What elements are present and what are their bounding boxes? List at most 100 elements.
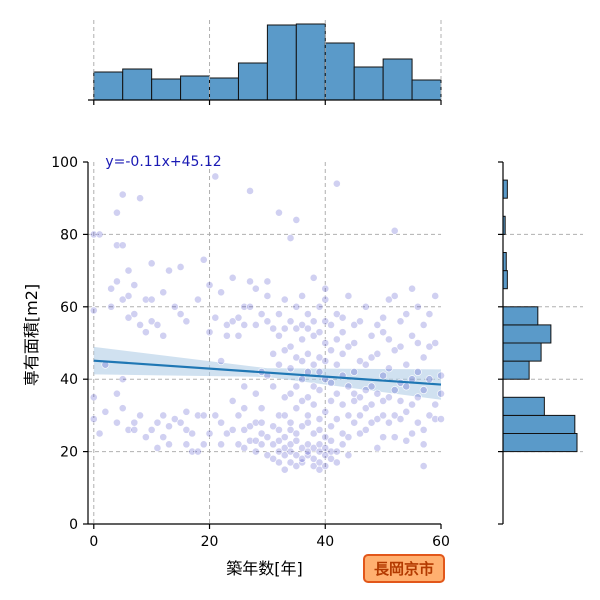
scatter-point xyxy=(292,462,301,470)
scatter-point xyxy=(159,433,168,442)
scatter-point xyxy=(327,422,335,431)
scatter-point xyxy=(390,346,399,355)
scatter-point xyxy=(379,328,388,337)
scatter-point xyxy=(385,364,393,373)
scatter-point xyxy=(228,273,237,282)
scatter-point xyxy=(246,422,254,431)
scatter-point xyxy=(176,418,185,427)
scatter-point xyxy=(153,418,162,427)
scatter-point xyxy=(298,422,307,431)
scatter-point xyxy=(419,386,428,394)
scatter-point xyxy=(344,382,353,391)
scatter-point xyxy=(315,458,324,467)
scatter-point xyxy=(275,425,283,434)
scatter-point xyxy=(361,425,370,434)
scatter-point xyxy=(431,339,440,347)
y-tick-label: 60 xyxy=(60,300,78,316)
x-hist-bar xyxy=(295,23,326,101)
scatter-point xyxy=(315,328,324,337)
scatter-point xyxy=(124,266,133,275)
scatter-point xyxy=(379,397,388,405)
scatter-point xyxy=(309,444,318,452)
scatter-point xyxy=(425,375,434,384)
scatter-point xyxy=(141,433,150,442)
x-hist-bar xyxy=(93,71,124,101)
scatter-point xyxy=(211,411,220,420)
scatter-point xyxy=(194,411,202,420)
y-hist-bar xyxy=(502,179,508,199)
scatter-point xyxy=(292,353,301,362)
scatter-point xyxy=(113,418,121,427)
scatter-point xyxy=(385,393,393,402)
scatter-point xyxy=(321,433,330,442)
scatter-point xyxy=(419,320,428,329)
scatter-point xyxy=(194,295,202,304)
x-hist-bar xyxy=(209,77,239,101)
scatter-point xyxy=(298,397,307,405)
scatter-point xyxy=(350,368,359,376)
scatter-point xyxy=(269,382,278,391)
x-hist-bar xyxy=(411,79,442,101)
scatter-point xyxy=(402,382,411,391)
scatter-point xyxy=(217,418,225,427)
y-hist-bar xyxy=(502,396,545,416)
scatter-point xyxy=(321,407,330,416)
scatter-point xyxy=(118,375,127,384)
scatter-point xyxy=(321,295,330,304)
scatter-point xyxy=(234,411,243,420)
x-hist-bar xyxy=(180,75,211,101)
scatter-point xyxy=(338,328,347,337)
scatter-point xyxy=(350,320,359,329)
scatter-point xyxy=(309,273,318,282)
scatter-point xyxy=(176,310,185,318)
y-hist-bar xyxy=(502,342,542,362)
scatter-point xyxy=(257,429,266,438)
scatter-point xyxy=(338,429,347,438)
scatter-point xyxy=(153,444,162,452)
scatter-point xyxy=(292,404,301,413)
scatter-point xyxy=(373,389,382,398)
scatter-point xyxy=(113,208,121,217)
scatter-point xyxy=(350,418,359,427)
scatter-point xyxy=(211,313,220,322)
scatter-point xyxy=(402,407,411,416)
scatter-point xyxy=(292,429,301,438)
scatter-point xyxy=(269,422,278,431)
scatter-point xyxy=(304,324,312,333)
city-badge-label: 長岡京市 xyxy=(374,560,434,578)
scatter-point xyxy=(228,397,237,405)
scatter-point xyxy=(275,411,283,420)
scatter-point xyxy=(124,292,133,300)
y-hist-bar xyxy=(502,414,576,434)
scatter-point xyxy=(292,302,301,311)
scatter-point xyxy=(373,444,382,452)
scatter-point xyxy=(321,462,330,470)
y-hist-bar xyxy=(502,433,578,453)
scatter-point xyxy=(361,360,370,369)
scatter-point xyxy=(298,444,307,452)
scatter-point xyxy=(251,284,260,293)
scatter-point xyxy=(413,418,422,427)
scatter-point xyxy=(332,415,341,423)
y-tick-label: 100 xyxy=(51,155,78,171)
scatter-point xyxy=(413,302,422,311)
scatter-point xyxy=(367,418,376,427)
marginal-x-histogram xyxy=(88,20,442,105)
scatter-point xyxy=(292,216,301,224)
scatter-point xyxy=(304,411,312,420)
scatter-point xyxy=(263,317,272,326)
scatter-point xyxy=(257,440,266,449)
x-axis-title: 築年数[年] xyxy=(226,559,303,578)
scatter-point xyxy=(280,346,289,355)
scatter-point xyxy=(269,454,278,463)
x-hist-bar xyxy=(266,24,297,101)
scatter-point xyxy=(332,447,341,456)
scatter-point xyxy=(222,331,231,340)
scatter-point xyxy=(437,389,445,398)
x-hist-bar xyxy=(382,58,413,101)
scatter-point xyxy=(286,342,295,351)
scatter-point xyxy=(344,433,353,442)
scatter-point xyxy=(327,346,335,355)
scatter-point xyxy=(361,302,370,311)
scatter-point xyxy=(437,371,445,380)
